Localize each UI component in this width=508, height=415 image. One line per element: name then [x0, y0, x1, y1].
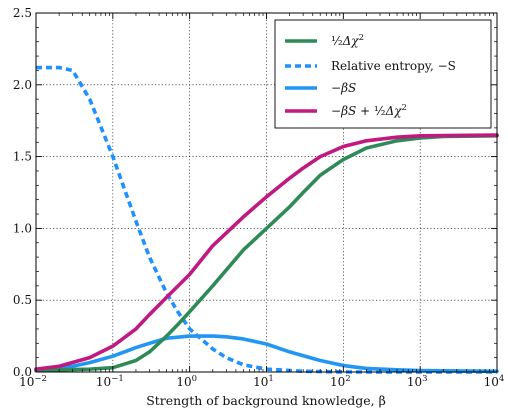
series-line-1: [36, 65, 497, 374]
legend-label-0: ½Δχ2: [331, 33, 364, 48]
x-tick-label: 103: [407, 374, 428, 389]
y-tick-label: 2.5: [13, 6, 32, 20]
legend-label-2: −βS: [331, 81, 356, 95]
x-tick-label: 101: [253, 374, 274, 389]
y-tick-label: 2.0: [13, 78, 32, 92]
x-tick-label: 10−1: [96, 374, 124, 389]
legend-label-1: Relative entropy, −S: [331, 59, 456, 73]
x-tick-label: 104: [484, 374, 505, 389]
legend-label-3: −βS + ½Δχ2: [331, 103, 407, 118]
x-axis-label: Strength of background knowledge, β: [146, 393, 386, 408]
y-tick-label: 0.5: [13, 293, 32, 307]
axis-ticks: [35, 12, 498, 373]
series-line-0: [34, 133, 499, 373]
x-tick-label: 102: [330, 374, 351, 389]
series-line-3: [34, 133, 499, 371]
x-tick-label: 100: [176, 374, 197, 389]
y-tick-label: 0.0: [13, 365, 32, 379]
series-line-2: [34, 334, 499, 374]
y-tick-label: 1.5: [13, 150, 32, 164]
series-lines: [34, 65, 499, 374]
legend: ½Δχ2 Relative entropy, −S −βS −βS + ½Δχ2: [274, 19, 492, 129]
y-tick-label: 1.0: [13, 221, 32, 235]
